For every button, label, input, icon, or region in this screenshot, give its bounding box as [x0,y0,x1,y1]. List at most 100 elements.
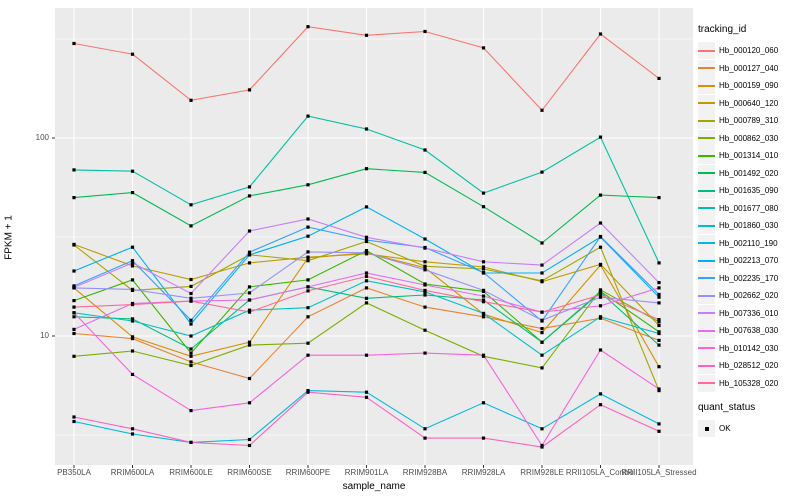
data-point [657,261,661,265]
data-point [540,263,544,267]
data-point [189,291,193,296]
data-point [423,293,427,297]
legend-key [698,374,715,392]
data-point [189,347,193,351]
legend-label: Hb_000862_030 [719,133,779,143]
x-tick-label: RRIM600LA [110,468,155,477]
legend-color-line [698,277,715,280]
data-point [423,170,427,174]
data-point [306,341,310,345]
legend-label: Hb_002662_020 [719,291,779,301]
data-point [423,427,427,431]
data-point [72,41,76,46]
x-tick-label: RRIM600PE [285,468,331,477]
legend-color-line [698,242,715,245]
x-tick-label: RRII105LA_Control [565,468,636,477]
legend-entry: Hb_010142_030 [698,339,798,358]
data-point [657,323,661,328]
legend-key [698,59,715,77]
data-point [598,221,603,225]
data-point [540,271,544,275]
data-point [598,234,603,239]
data-point [189,299,193,303]
data-point [481,315,486,319]
legend-label: Hb_001860_030 [719,221,779,231]
quant-status-entry: OK [698,420,798,438]
legend-label: Hb_028512_020 [719,361,779,371]
data-point [364,296,369,300]
data-point [657,301,661,305]
data-point [189,354,193,358]
x-tick-label: RRIM928LE [520,468,564,477]
data-point [364,238,369,242]
plot-panel [55,8,693,465]
data-point [540,170,544,174]
legend-color-line [698,364,715,367]
data-point [540,318,544,322]
data-point [657,292,661,297]
legend-entry: Hb_002662_020 [698,287,798,305]
data-point [598,193,603,197]
data-point [189,203,193,207]
data-point [481,300,486,304]
data-point [598,32,603,36]
legend-label: Hb_000789_310 [719,116,779,126]
data-point [423,264,427,268]
data-point [657,365,661,369]
data-point [598,135,603,139]
data-point [657,338,661,342]
legend-color-line [698,207,715,210]
legend-entry: Hb_002110_190 [698,234,798,253]
legend-entry: Hb_000789_310 [698,112,798,130]
data-point [364,127,369,131]
data-point [130,169,135,173]
data-point [598,403,603,407]
legend-key [698,94,715,112]
data-point [364,274,369,278]
data-point [657,331,661,336]
legend-entry: Hb_001492_020 [698,164,798,183]
data-point [481,265,486,269]
y-axis-title: FPKM + 1 [3,215,15,260]
legend-color-line [698,154,715,157]
legend-entry: Hb_028512_020 [698,357,798,375]
data-point [598,245,603,249]
data-point [306,255,310,259]
data-point [364,249,369,253]
data-point [364,301,369,305]
data-point [423,436,427,440]
data-point [247,194,252,198]
legend-color-line [698,102,715,105]
data-point [657,387,661,391]
x-tick-label: RRIM928BA [402,468,448,477]
data-point [247,261,252,265]
data-point [423,351,427,355]
data-point [130,319,135,323]
data-point [72,299,76,303]
legend-color-line [698,137,715,140]
legend-entry: Hb_001635_090 [698,182,798,200]
legend-label: Hb_001314_010 [719,151,779,161]
data-point [247,310,252,314]
data-point [130,287,135,291]
data-point [540,366,544,370]
data-point [247,443,252,448]
data-point [130,337,135,341]
data-point [306,225,310,229]
data-point [306,217,310,221]
legend-label: Hb_007336_010 [719,308,779,318]
legend-entry: Hb_007336_010 [698,304,798,323]
legend-color-line [698,329,715,332]
legend-label: Hb_002235_170 [719,273,779,283]
data-point [657,320,661,324]
data-point [306,25,310,29]
data-point [657,295,661,299]
data-point [598,348,603,352]
legend-entry: Hb_002213_070 [698,252,798,270]
legend-label: Hb_001635_090 [719,186,779,196]
data-point [481,260,486,264]
data-point [540,331,544,335]
data-point [657,318,661,322]
data-point [72,419,76,424]
series-group [72,25,661,449]
